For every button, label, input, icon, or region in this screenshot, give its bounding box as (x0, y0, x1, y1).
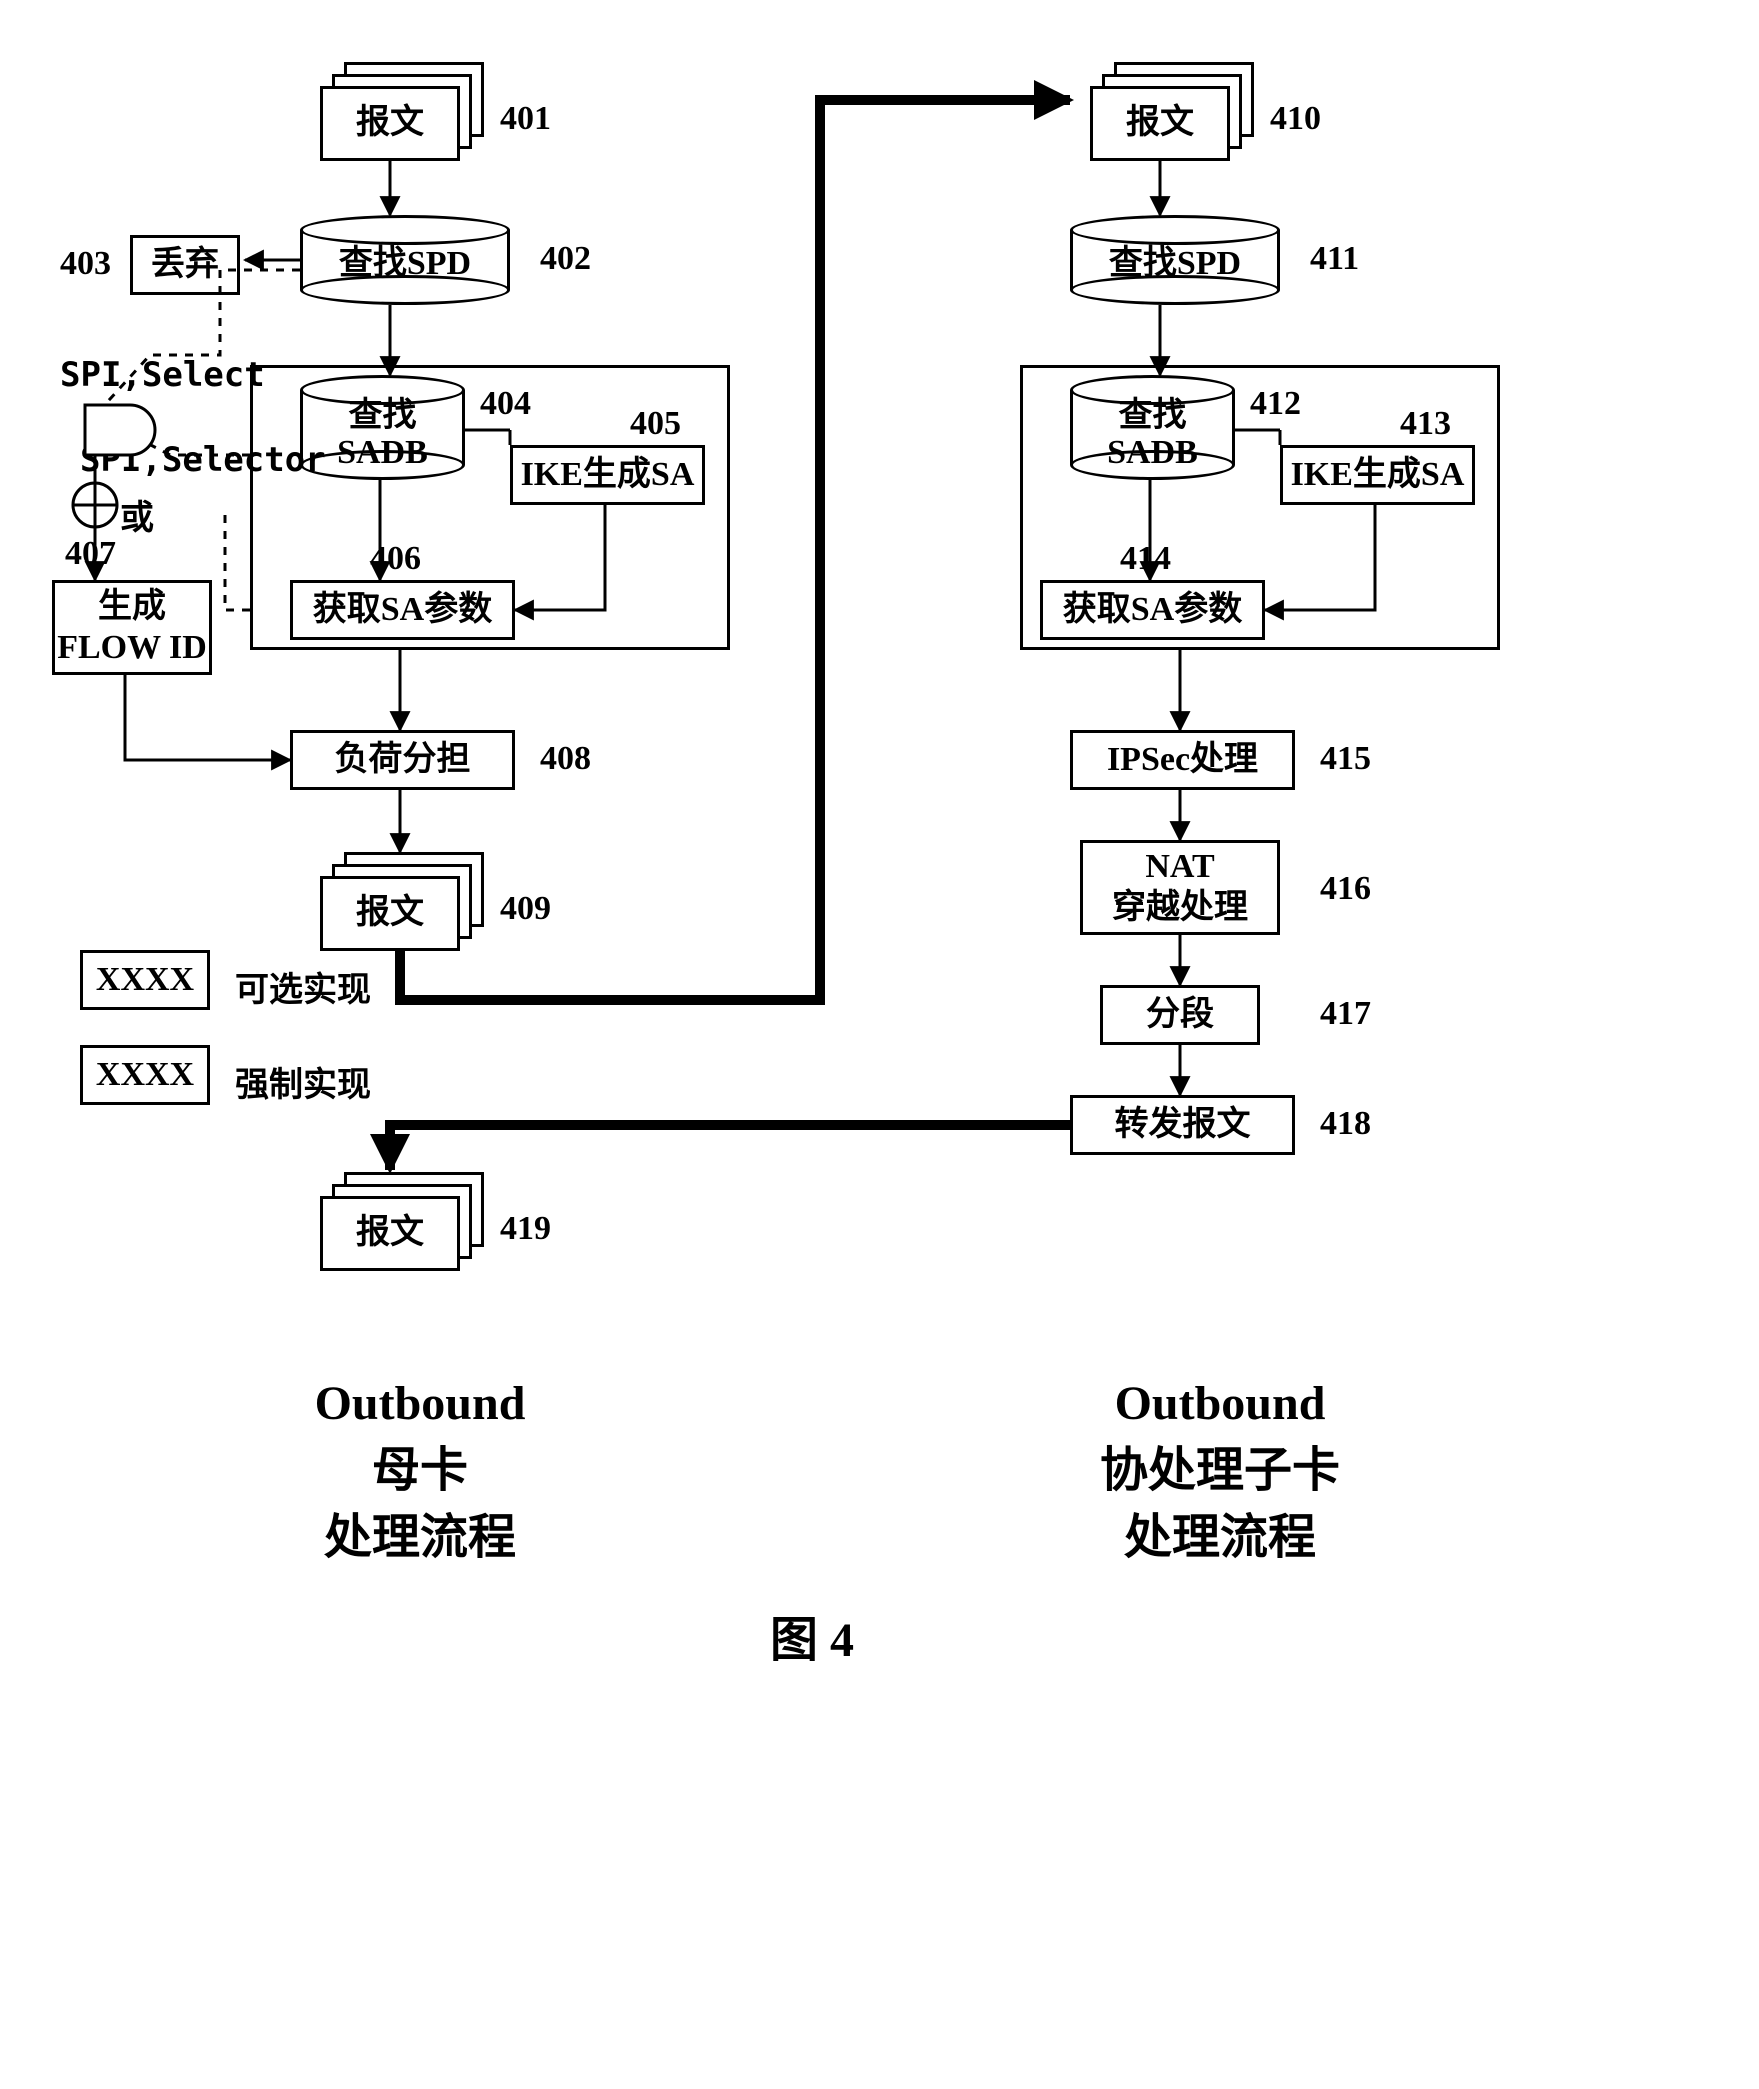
diagram-canvas: 报文 401 查找SPD 402 丢弃 403 查找 SADB 404 IKE生… (40, 40, 1719, 2049)
node-413: IKE生成SA (1280, 445, 1475, 505)
ref-412: 412 (1250, 385, 1301, 423)
ref-414: 414 (1120, 540, 1171, 578)
node-402: 查找SPD (300, 215, 510, 305)
ref-411: 411 (1310, 240, 1359, 278)
node-416: NAT 穿越处理 (1080, 840, 1280, 935)
node-417-text: 分段 (1146, 995, 1214, 1036)
legend-mandatory-swatch: XXXX (80, 1045, 210, 1105)
footer-left: Outbound 母卡 处理流程 (270, 1370, 570, 1572)
node-401-text: 报文 (356, 103, 424, 144)
legend-mand-swatch-text: XXXX (96, 1056, 194, 1094)
node-408: 负荷分担 (290, 730, 515, 790)
node-418-text: 转发报文 (1115, 1105, 1251, 1146)
node-402-text: 查找SPD (300, 245, 510, 282)
node-405: IKE生成SA (510, 445, 705, 505)
node-410: 报文 (1090, 86, 1230, 161)
ref-408: 408 (540, 740, 591, 778)
ref-410: 410 (1270, 100, 1321, 138)
legend-mandatory-label: 强制实现 (235, 1057, 371, 1106)
annot-spi2: SPI,Selector (80, 440, 326, 480)
ref-406: 406 (370, 540, 421, 578)
ref-417: 417 (1320, 995, 1371, 1033)
node-418: 转发报文 (1070, 1095, 1295, 1155)
annot-or: 或 (120, 490, 154, 539)
ref-402: 402 (540, 240, 591, 278)
ref-403: 403 (60, 245, 111, 283)
node-414-text: 获取SA参数 (1063, 590, 1242, 631)
arrows-overlay (40, 40, 1719, 2049)
ref-418: 418 (1320, 1105, 1371, 1143)
figure-label: 图 4 (770, 1600, 854, 1670)
ref-407: 407 (65, 535, 116, 573)
node-406: 获取SA参数 (290, 580, 515, 640)
node-412: 查找 SADB (1070, 375, 1235, 480)
ref-409: 409 (500, 890, 551, 928)
node-403: 丢弃 (130, 235, 240, 295)
footer-right: Outbound 协处理子卡 处理流程 (1050, 1370, 1390, 1572)
node-409-text: 报文 (356, 893, 424, 934)
node-419: 报文 (320, 1196, 460, 1271)
node-415: IPSec处理 (1070, 730, 1295, 790)
node-401: 报文 (320, 86, 460, 161)
node-411: 查找SPD (1070, 215, 1280, 305)
ref-415: 415 (1320, 740, 1371, 778)
node-414: 获取SA参数 (1040, 580, 1265, 640)
ref-404: 404 (480, 385, 531, 423)
node-407: 生成 FLOW ID (52, 580, 212, 675)
node-416-text: NAT 穿越处理 (1112, 847, 1248, 929)
node-419-text: 报文 (356, 1213, 424, 1254)
ref-405: 405 (630, 405, 681, 443)
annot-spi1: SPI,Select (60, 355, 265, 395)
node-410-text: 报文 (1126, 103, 1194, 144)
legend-opt-swatch-text: XXXX (96, 961, 194, 999)
node-405-text: IKE生成SA (521, 455, 695, 496)
node-409: 报文 (320, 876, 460, 951)
legend-optional-label: 可选实现 (235, 962, 371, 1011)
legend-optional-swatch: XXXX (80, 950, 210, 1010)
node-415-text: IPSec处理 (1107, 740, 1258, 781)
node-403-text: 丢弃 (151, 245, 219, 286)
ref-401: 401 (500, 100, 551, 138)
ref-416: 416 (1320, 870, 1371, 908)
node-408-text: 负荷分担 (335, 740, 471, 781)
ref-419: 419 (500, 1210, 551, 1248)
node-413-text: IKE生成SA (1291, 455, 1465, 496)
ref-413: 413 (1400, 405, 1451, 443)
node-417: 分段 (1100, 985, 1260, 1045)
node-406-text: 获取SA参数 (313, 590, 492, 631)
node-412-text: 查找 SADB (1070, 397, 1235, 472)
node-407-text: 生成 FLOW ID (57, 587, 207, 669)
node-411-text: 查找SPD (1070, 245, 1280, 282)
